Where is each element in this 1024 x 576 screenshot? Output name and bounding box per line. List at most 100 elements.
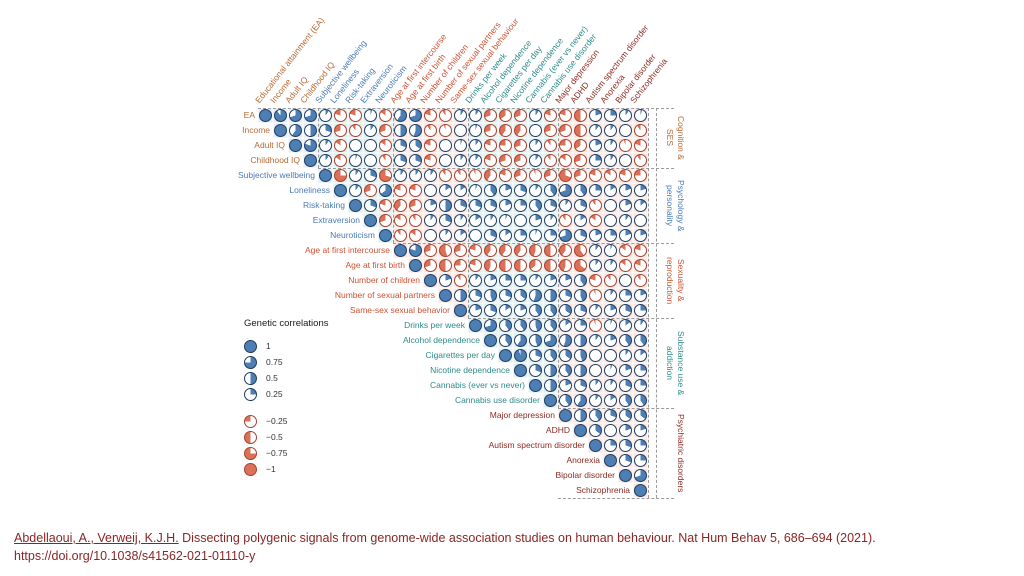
correlation-pie (514, 169, 527, 182)
category-divider-vertical (468, 108, 469, 318)
correlation-cell (588, 198, 603, 213)
correlation-cell (288, 123, 303, 138)
correlation-cell (543, 273, 558, 288)
correlation-pie (589, 229, 602, 242)
matrix-row-label: Alcohol dependence (402, 335, 480, 345)
correlation-cell (408, 168, 423, 183)
citation-authors-link[interactable]: Abdellaoui, A., Verweij, K.J.H. (14, 531, 179, 545)
correlation-cell (333, 183, 348, 198)
matrix-row-label: Loneliness (289, 185, 330, 195)
correlation-cell (618, 123, 633, 138)
correlation-pie (574, 304, 587, 317)
category-divider-horizontal (558, 408, 674, 409)
correlation-cell (618, 348, 633, 363)
correlation-cell (318, 168, 333, 183)
matrix-row-label: Adult IQ (254, 140, 285, 150)
category-divider-vertical (648, 108, 649, 498)
correlation-cell (453, 213, 468, 228)
correlation-cell (573, 228, 588, 243)
correlation-cell (573, 348, 588, 363)
correlation-pie (619, 469, 632, 482)
correlation-pie (514, 199, 527, 212)
correlation-pie (544, 274, 557, 287)
legend-value-label: 0.75 (266, 357, 283, 367)
citation-doi-link[interactable]: https://doi.org/10.1038/s41562-021-01110… (14, 548, 256, 563)
correlation-pie (304, 154, 317, 167)
correlation-pie (469, 304, 482, 317)
correlation-cell (528, 273, 543, 288)
correlation-pie (559, 409, 572, 422)
correlation-cell (438, 258, 453, 273)
correlation-pie (394, 199, 407, 212)
correlation-pie (574, 184, 587, 197)
correlation-pie (334, 184, 347, 197)
correlation-cell (618, 393, 633, 408)
correlation-pie (574, 199, 587, 212)
correlation-pie (394, 244, 407, 257)
correlation-cell (378, 228, 393, 243)
correlation-pie (574, 349, 587, 362)
legend-value-label: −0.25 (266, 416, 288, 426)
correlation-pie (394, 214, 407, 227)
correlation-pie (529, 124, 542, 137)
correlation-pie (619, 184, 632, 197)
correlation-pie (574, 364, 587, 377)
correlation-pie (499, 274, 512, 287)
correlation-pie (544, 109, 557, 122)
legend-value-label: 1 (266, 341, 271, 351)
correlation-cell (483, 258, 498, 273)
correlation-cell (573, 243, 588, 258)
correlation-cell (453, 258, 468, 273)
correlation-cell (468, 153, 483, 168)
correlation-cell (438, 123, 453, 138)
correlation-pie (439, 184, 452, 197)
correlation-cell (618, 273, 633, 288)
matrix-figure: EA Income Adult IQ Childhood IQ Subjective w… (238, 15, 686, 499)
correlation-cell (633, 273, 648, 288)
correlation-pie (604, 289, 617, 302)
correlation-pie (304, 139, 317, 152)
correlation-cell (498, 153, 513, 168)
correlation-pie (349, 199, 362, 212)
category-divider-horizontal (558, 498, 674, 499)
correlation-pie (604, 154, 617, 167)
correlation-cell (483, 153, 498, 168)
correlation-cell (603, 318, 618, 333)
correlation-pie (469, 184, 482, 197)
correlation-pie (559, 319, 572, 332)
correlation-pie (589, 319, 602, 332)
correlation-cell (618, 153, 633, 168)
correlation-pie (469, 289, 482, 302)
matrix-row-label: EA (243, 110, 255, 120)
correlation-cell (408, 243, 423, 258)
correlation-pie (349, 184, 362, 197)
correlation-pie (484, 184, 497, 197)
correlation-pie (619, 349, 632, 362)
correlation-pie (289, 109, 302, 122)
legend-item: 0.25 (244, 386, 328, 402)
correlation-cell (633, 438, 648, 453)
correlation-cell (633, 168, 648, 183)
correlation-pie (379, 154, 392, 167)
category-label: Psychiatric disorders (676, 413, 686, 493)
correlation-pie (469, 154, 482, 167)
matrix-row-label: Age at first birth (345, 260, 405, 270)
correlation-cell (573, 378, 588, 393)
correlation-pie (439, 109, 452, 122)
correlation-pie (619, 334, 632, 347)
legend-items: 1 0.75 0.5 0.25 −0.25 −0.5 −0.75 −1 (244, 338, 328, 477)
correlation-cell (348, 198, 363, 213)
correlation-pie (424, 139, 437, 152)
correlation-cell (603, 258, 618, 273)
matrix-row-label: Drinks per week (404, 320, 465, 330)
correlation-pie (574, 154, 587, 167)
legend-item: −0.25 (244, 413, 328, 429)
correlation-cell (423, 123, 438, 138)
correlation-pie (559, 199, 572, 212)
correlation-pie (604, 409, 617, 422)
category-divider-horizontal (318, 168, 674, 169)
correlation-cell (588, 378, 603, 393)
correlation-pie (469, 124, 482, 137)
correlation-pie (499, 304, 512, 317)
correlation-pie (619, 169, 632, 182)
